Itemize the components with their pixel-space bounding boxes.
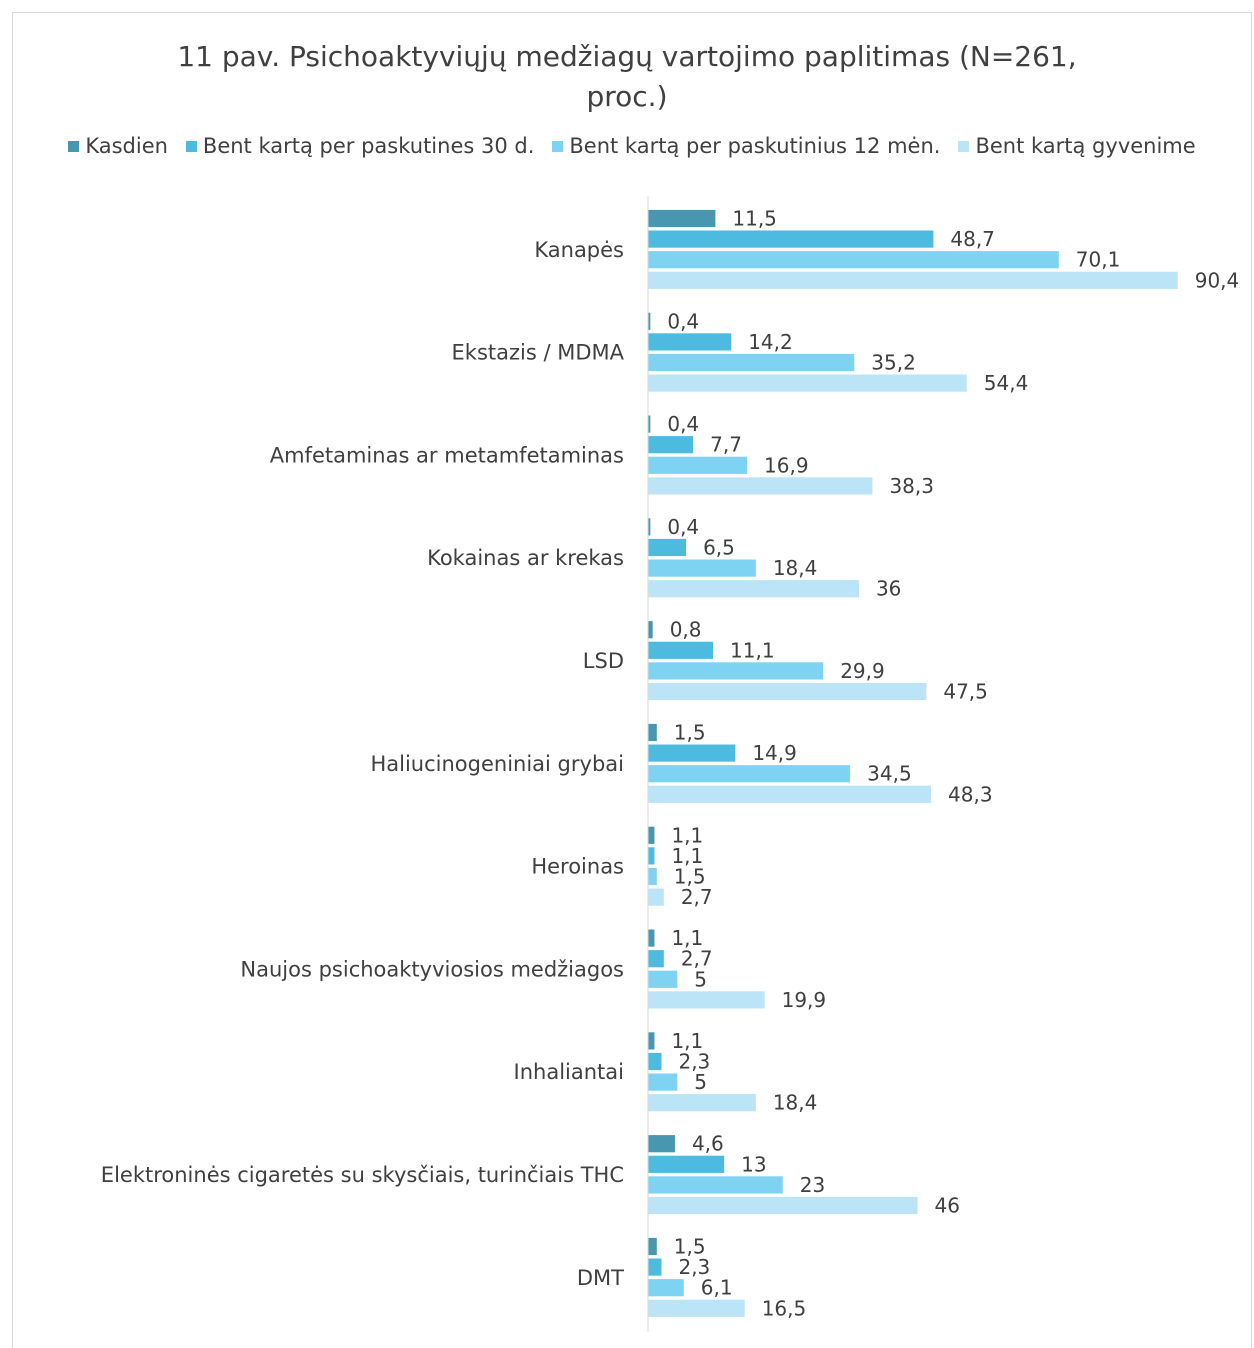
bar: [648, 1074, 677, 1091]
bar: [648, 930, 654, 947]
data-label: 18,4: [773, 556, 818, 580]
data-label: 4,6: [692, 1132, 724, 1156]
bar: [648, 1032, 654, 1049]
bar: [648, 210, 715, 227]
data-label: 0,4: [667, 515, 699, 539]
bar: [648, 950, 664, 967]
category-label: LSD: [583, 649, 624, 673]
bar: [648, 560, 756, 577]
bar: [648, 354, 854, 371]
bar: [648, 662, 823, 679]
data-label: 48,7: [950, 227, 995, 251]
bar: [648, 457, 747, 474]
bar: [648, 786, 931, 803]
bar: [648, 1279, 684, 1296]
bar: [648, 765, 850, 782]
bar: [648, 745, 735, 762]
category-label: Haliucinogeniniai grybai: [370, 752, 624, 776]
data-label: 23: [800, 1173, 825, 1197]
data-label: 14,9: [752, 741, 797, 765]
data-label: 5: [694, 967, 707, 991]
category-label: Kokainas ar krekas: [427, 546, 624, 570]
data-label: 70,1: [1076, 248, 1121, 272]
data-label: 34,5: [867, 762, 912, 786]
bar: [648, 683, 926, 700]
data-label: 7,7: [710, 433, 742, 457]
data-label: 18,4: [773, 1091, 818, 1115]
data-label: 90,4: [1195, 268, 1240, 292]
bar: [648, 539, 686, 556]
data-label: 0,4: [667, 309, 699, 333]
category-label: DMT: [577, 1266, 624, 1290]
data-label: 11,5: [732, 207, 777, 231]
data-label: 54,4: [984, 371, 1029, 395]
category-label: Elektroninės cigaretės su skysčiais, tur…: [101, 1163, 624, 1187]
bar: [648, 868, 657, 885]
bar: [648, 991, 765, 1008]
data-label: 38,3: [889, 474, 934, 498]
category-label: Ekstazis / MDMA: [452, 341, 625, 365]
data-label: 35,2: [871, 351, 916, 375]
bar: [648, 621, 653, 638]
bar: [648, 477, 872, 494]
bar: [648, 724, 657, 741]
data-label: 5: [694, 1070, 707, 1094]
bar: [648, 333, 731, 350]
bar: [648, 1259, 661, 1276]
bar: [648, 375, 967, 392]
bar: [648, 231, 933, 248]
data-label: 16,5: [762, 1296, 807, 1320]
bar: [648, 436, 693, 453]
bar: [648, 1135, 675, 1152]
bar: [648, 1176, 783, 1193]
data-label: 6,1: [701, 1276, 733, 1300]
data-label: 0,8: [670, 618, 702, 642]
bar: [648, 1094, 756, 1111]
data-label: 19,9: [782, 988, 827, 1012]
data-label: 1,5: [674, 721, 706, 745]
data-label: 11,1: [730, 638, 775, 662]
bar: [648, 1238, 657, 1255]
bar: [648, 1197, 918, 1214]
data-label: 2,7: [681, 885, 713, 909]
bar: [648, 1156, 724, 1173]
data-label: 48,3: [948, 782, 993, 806]
category-label: Amfetaminas ar metamfetaminas: [270, 443, 624, 467]
bar: [648, 889, 664, 906]
data-label: 16,9: [764, 453, 809, 477]
bar: [648, 251, 1059, 268]
data-label: 6,5: [703, 536, 735, 560]
bar: [648, 580, 859, 597]
bar: [648, 847, 654, 864]
bar: [648, 827, 654, 844]
category-label: Heroinas: [531, 855, 624, 879]
data-label: 0,4: [667, 412, 699, 436]
data-label: 13: [741, 1152, 766, 1176]
bar: [648, 272, 1178, 289]
data-label: 46: [935, 1194, 960, 1218]
bar: [648, 1053, 661, 1070]
data-label: 29,9: [840, 659, 885, 683]
bar: [648, 971, 677, 988]
category-label: Kanapės: [534, 238, 624, 262]
data-label: 47,5: [943, 680, 988, 704]
category-label: Inhaliantai: [514, 1060, 624, 1084]
data-label: 14,2: [748, 330, 793, 354]
bar: [648, 642, 713, 659]
data-label: 36: [876, 577, 901, 601]
bar: [648, 1300, 745, 1317]
category-label: Naujos psichoaktyviosios medžiagos: [240, 957, 624, 981]
